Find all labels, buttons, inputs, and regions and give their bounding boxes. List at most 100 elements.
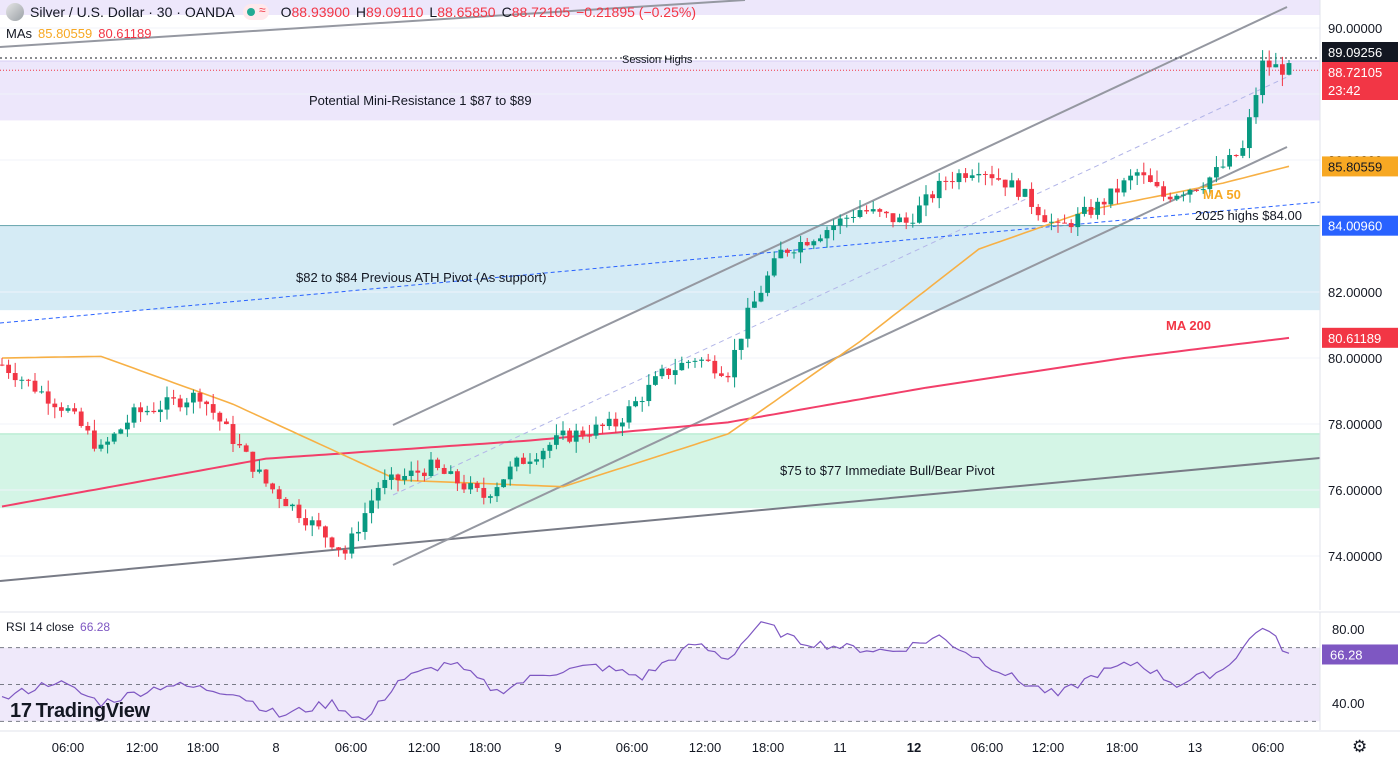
- market-status-icon[interactable]: [242, 3, 269, 20]
- candle-body: [32, 380, 38, 392]
- candle-body: [283, 498, 289, 507]
- rsi-legend[interactable]: RSI 14 close 66.28: [6, 620, 110, 634]
- rsi-tick-label: 80.00: [1332, 622, 1365, 637]
- candle-body: [138, 407, 143, 413]
- price-tick-label: 74.00000: [1328, 549, 1382, 564]
- candle-body: [362, 513, 368, 532]
- candle-body: [798, 242, 803, 253]
- rsi-last-tag-bg: [1322, 644, 1398, 665]
- candle-body: [1187, 189, 1193, 195]
- candle-body: [963, 173, 968, 178]
- price-tag-last: 88.72105: [1328, 65, 1382, 80]
- change-value: −0.21895 (−0.25%): [576, 4, 696, 20]
- candle-body: [514, 457, 520, 467]
- candle-body: [956, 173, 962, 183]
- candle-body: [125, 422, 130, 430]
- candle-body: [587, 435, 592, 437]
- candle-body: [692, 360, 698, 362]
- candle-body: [1029, 188, 1034, 207]
- candle-body: [395, 474, 401, 481]
- candle-body: [204, 401, 209, 405]
- time-axis-label: 12:00: [408, 740, 441, 755]
- candle-body: [65, 408, 71, 411]
- candle-body: [45, 391, 51, 404]
- candle-body: [1088, 206, 1094, 215]
- candle-body: [679, 362, 685, 371]
- candle-body: [917, 205, 922, 223]
- candle-body: [521, 457, 526, 464]
- candle-body: [851, 216, 856, 218]
- candle-body: [547, 444, 553, 451]
- candle-body: [507, 466, 513, 480]
- candle-body: [804, 242, 810, 246]
- candle-body: [1049, 221, 1054, 223]
- candle-body: [646, 384, 652, 402]
- candle-body: [342, 549, 348, 554]
- rsi-line: [1, 621, 1290, 721]
- candle-body: [1141, 172, 1147, 176]
- candle-body: [1167, 196, 1173, 200]
- price-tag-ma200: 80.61189: [1328, 331, 1381, 346]
- candle-body: [580, 430, 586, 436]
- candle-body: [455, 471, 460, 484]
- candle-body: [910, 222, 916, 224]
- ma-legend[interactable]: MAs 85.80559 80.61189: [6, 26, 152, 41]
- symbol-legend[interactable]: Silver / U.S. Dollar · 30 · OANDA O88.93…: [0, 0, 696, 24]
- candle-body: [1154, 181, 1160, 187]
- candle-body: [1101, 201, 1107, 205]
- candle-body: [369, 500, 374, 514]
- time-axis-label: 18:00: [1106, 740, 1139, 755]
- low-value: 88.65850: [437, 4, 496, 20]
- candle-body: [1220, 166, 1226, 168]
- candle-body: [158, 409, 163, 413]
- close-label: C: [501, 4, 512, 20]
- candle-body: [1002, 179, 1008, 188]
- candle-body: [0, 364, 5, 366]
- candle-body: [527, 461, 533, 464]
- candle-body: [1174, 195, 1180, 200]
- channel-mid-line: [392, 76, 1288, 496]
- price-tag-countdown: 23:42: [1328, 83, 1361, 98]
- candle-body: [903, 217, 909, 223]
- candle-body: [217, 412, 223, 422]
- candle-body: [540, 450, 546, 460]
- candle-body: [969, 175, 975, 178]
- price-tag-last-bg: [1322, 62, 1398, 82]
- candle-body: [1068, 222, 1074, 228]
- high-label: H: [355, 4, 367, 20]
- candle-body: [435, 459, 440, 468]
- candle-body: [738, 338, 744, 350]
- price-tag-level: 84.00960: [1328, 219, 1382, 234]
- zone-1-label: Potential Mini-Resistance 1 $87 to $89: [309, 93, 532, 108]
- open-value: 88.93900: [291, 4, 350, 20]
- price-tag-level-bg: [1322, 215, 1398, 236]
- candle-body: [1227, 155, 1232, 167]
- candle-body: [468, 483, 473, 490]
- rsi-legend-label: RSI 14 close: [6, 620, 75, 634]
- tradingview-logo[interactable]: 17 TradingView: [10, 700, 150, 723]
- candle-body: [639, 401, 645, 403]
- candle-body: [197, 392, 203, 402]
- tradingview-logo-text: TradingView: [35, 700, 150, 722]
- candle-body: [765, 275, 770, 293]
- candle-body: [560, 430, 566, 436]
- time-axis-label: 06:00: [1252, 740, 1285, 755]
- candle-body: [897, 217, 902, 223]
- candle-body: [356, 531, 361, 534]
- low-label: L: [429, 4, 438, 20]
- candle-body: [1022, 188, 1028, 197]
- zone-3-label: $75 to $77 Immediate Bull/Bear Pivot: [780, 463, 995, 478]
- candle-body: [752, 301, 757, 308]
- candle-body: [98, 444, 104, 449]
- candle-body: [943, 180, 949, 182]
- candle-body: [12, 373, 18, 381]
- price-tag-session-high: 89.09256: [1328, 45, 1382, 60]
- candle-body: [501, 479, 506, 488]
- settings-gear-icon[interactable]: ⚙: [1352, 737, 1368, 756]
- candle-body: [1260, 60, 1265, 96]
- price-tick-label: 78.00000: [1328, 417, 1382, 432]
- candle-body: [626, 406, 632, 423]
- candle-body: [19, 379, 25, 381]
- upper-purple-band: [0, 0, 1320, 15]
